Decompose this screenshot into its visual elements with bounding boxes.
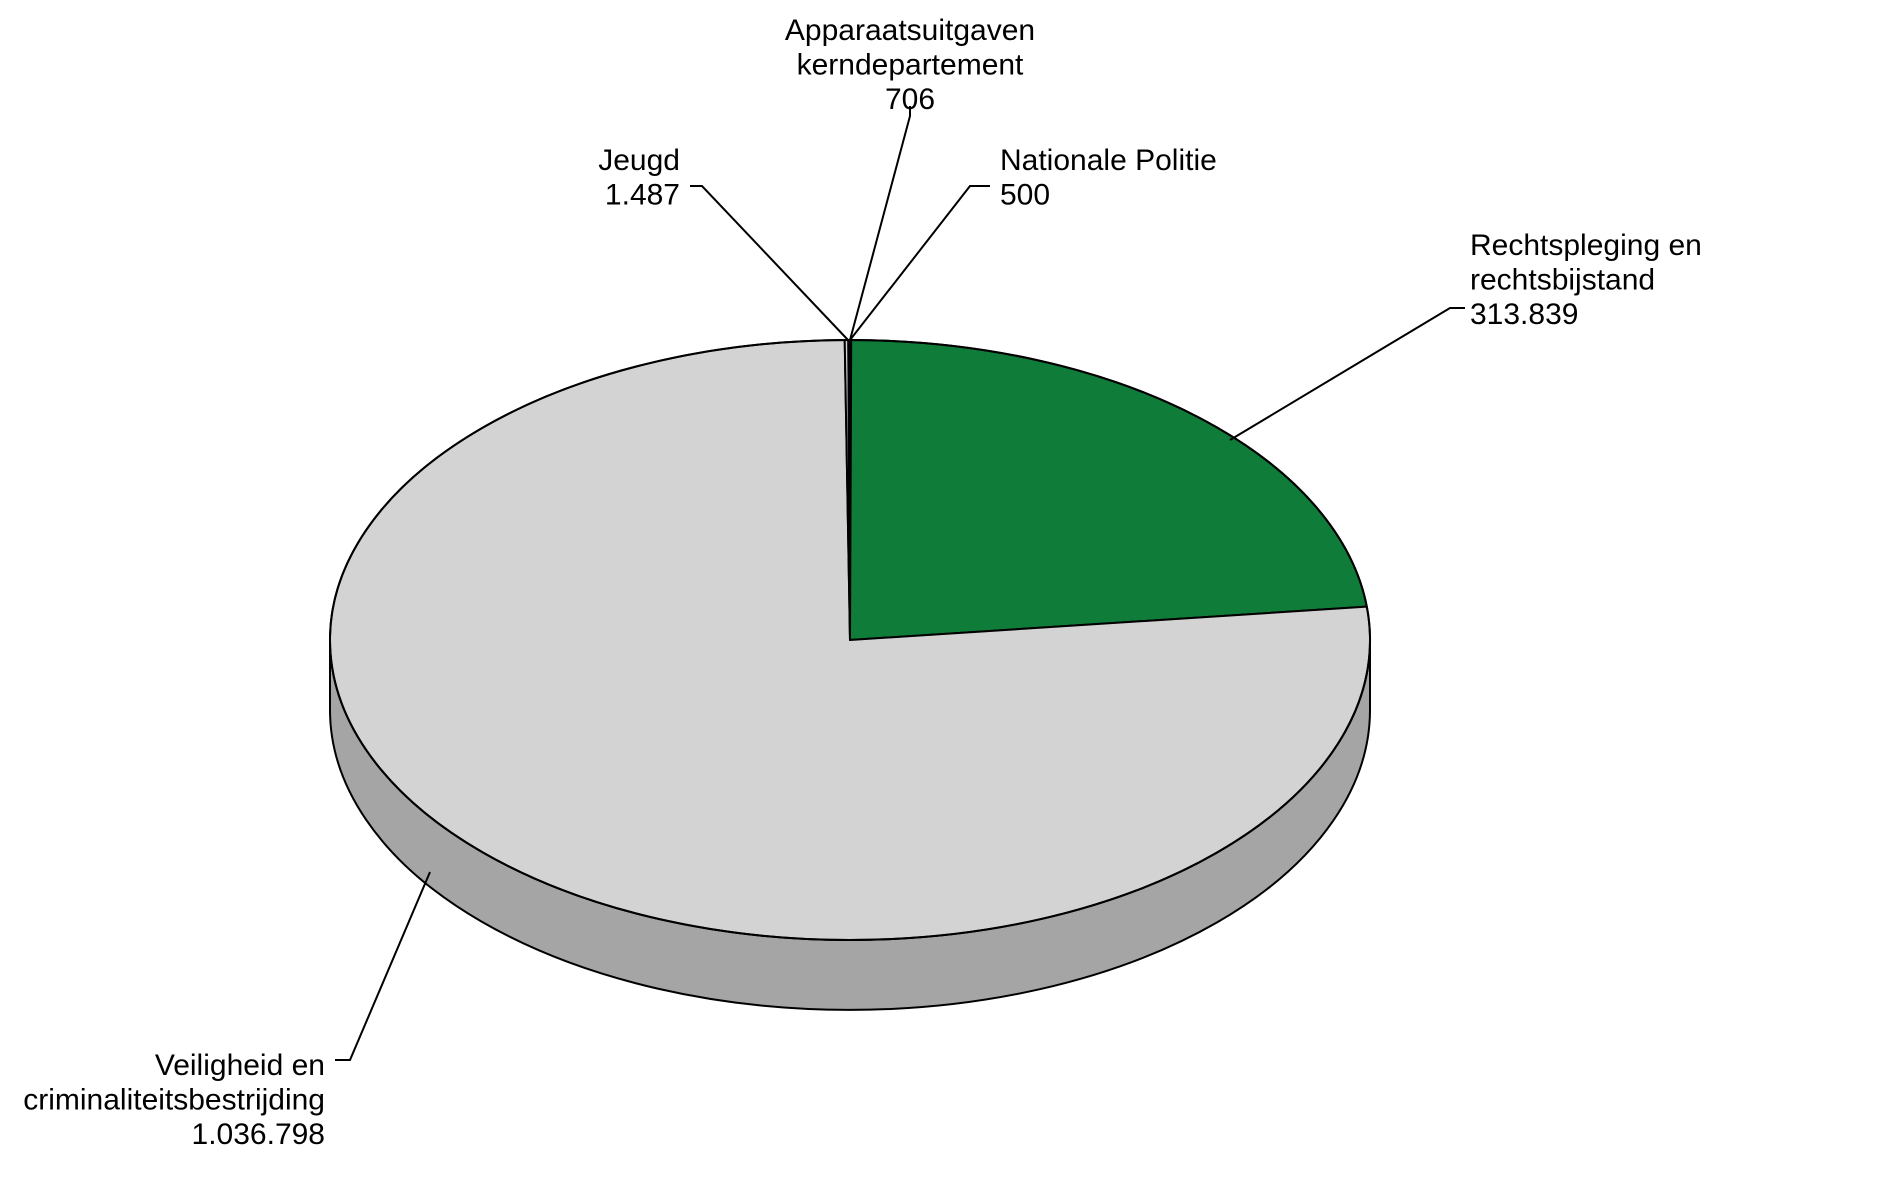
slice-label-line: 1.036.798 [192, 1118, 325, 1151]
slice-label-line: Rechtspleging en [1470, 229, 1702, 262]
leader-line [335, 872, 430, 1060]
slice-label: Apparaatsuitgavenkerndepartement706 [785, 14, 1035, 116]
slice-label: Jeugd1.487 [598, 144, 680, 212]
slice-label-line: Veiligheid en [155, 1049, 325, 1082]
pie-slice [850, 340, 1367, 640]
slice-label-line: 313.839 [1470, 298, 1578, 331]
slice-label-line: 500 [1000, 179, 1050, 212]
slice-label: Veiligheid encriminaliteitsbestrijding1.… [23, 1049, 325, 1151]
slice-label-line: 706 [885, 83, 935, 116]
slice-label-line: Apparaatsuitgaven [785, 14, 1035, 47]
slice-label-line: Nationale Politie [1000, 144, 1217, 177]
slice-label-line: Jeugd [598, 144, 680, 177]
slice-label-line: rechtsbijstand [1470, 264, 1655, 297]
slice-label-line: criminaliteitsbestrijding [23, 1084, 325, 1117]
leader-line [850, 106, 910, 340]
slice-label: Rechtspleging enrechtsbijstand313.839 [1470, 229, 1702, 331]
slice-label: Nationale Politie500 [1000, 144, 1217, 212]
leader-line [690, 186, 848, 340]
slice-label-line: 1.487 [605, 179, 680, 212]
slice-label-line: kerndepartement [797, 49, 1024, 82]
pie-chart: Nationale Politie500 Rechtspleging enrech… [0, 0, 1904, 1192]
leader-line [1230, 308, 1465, 440]
